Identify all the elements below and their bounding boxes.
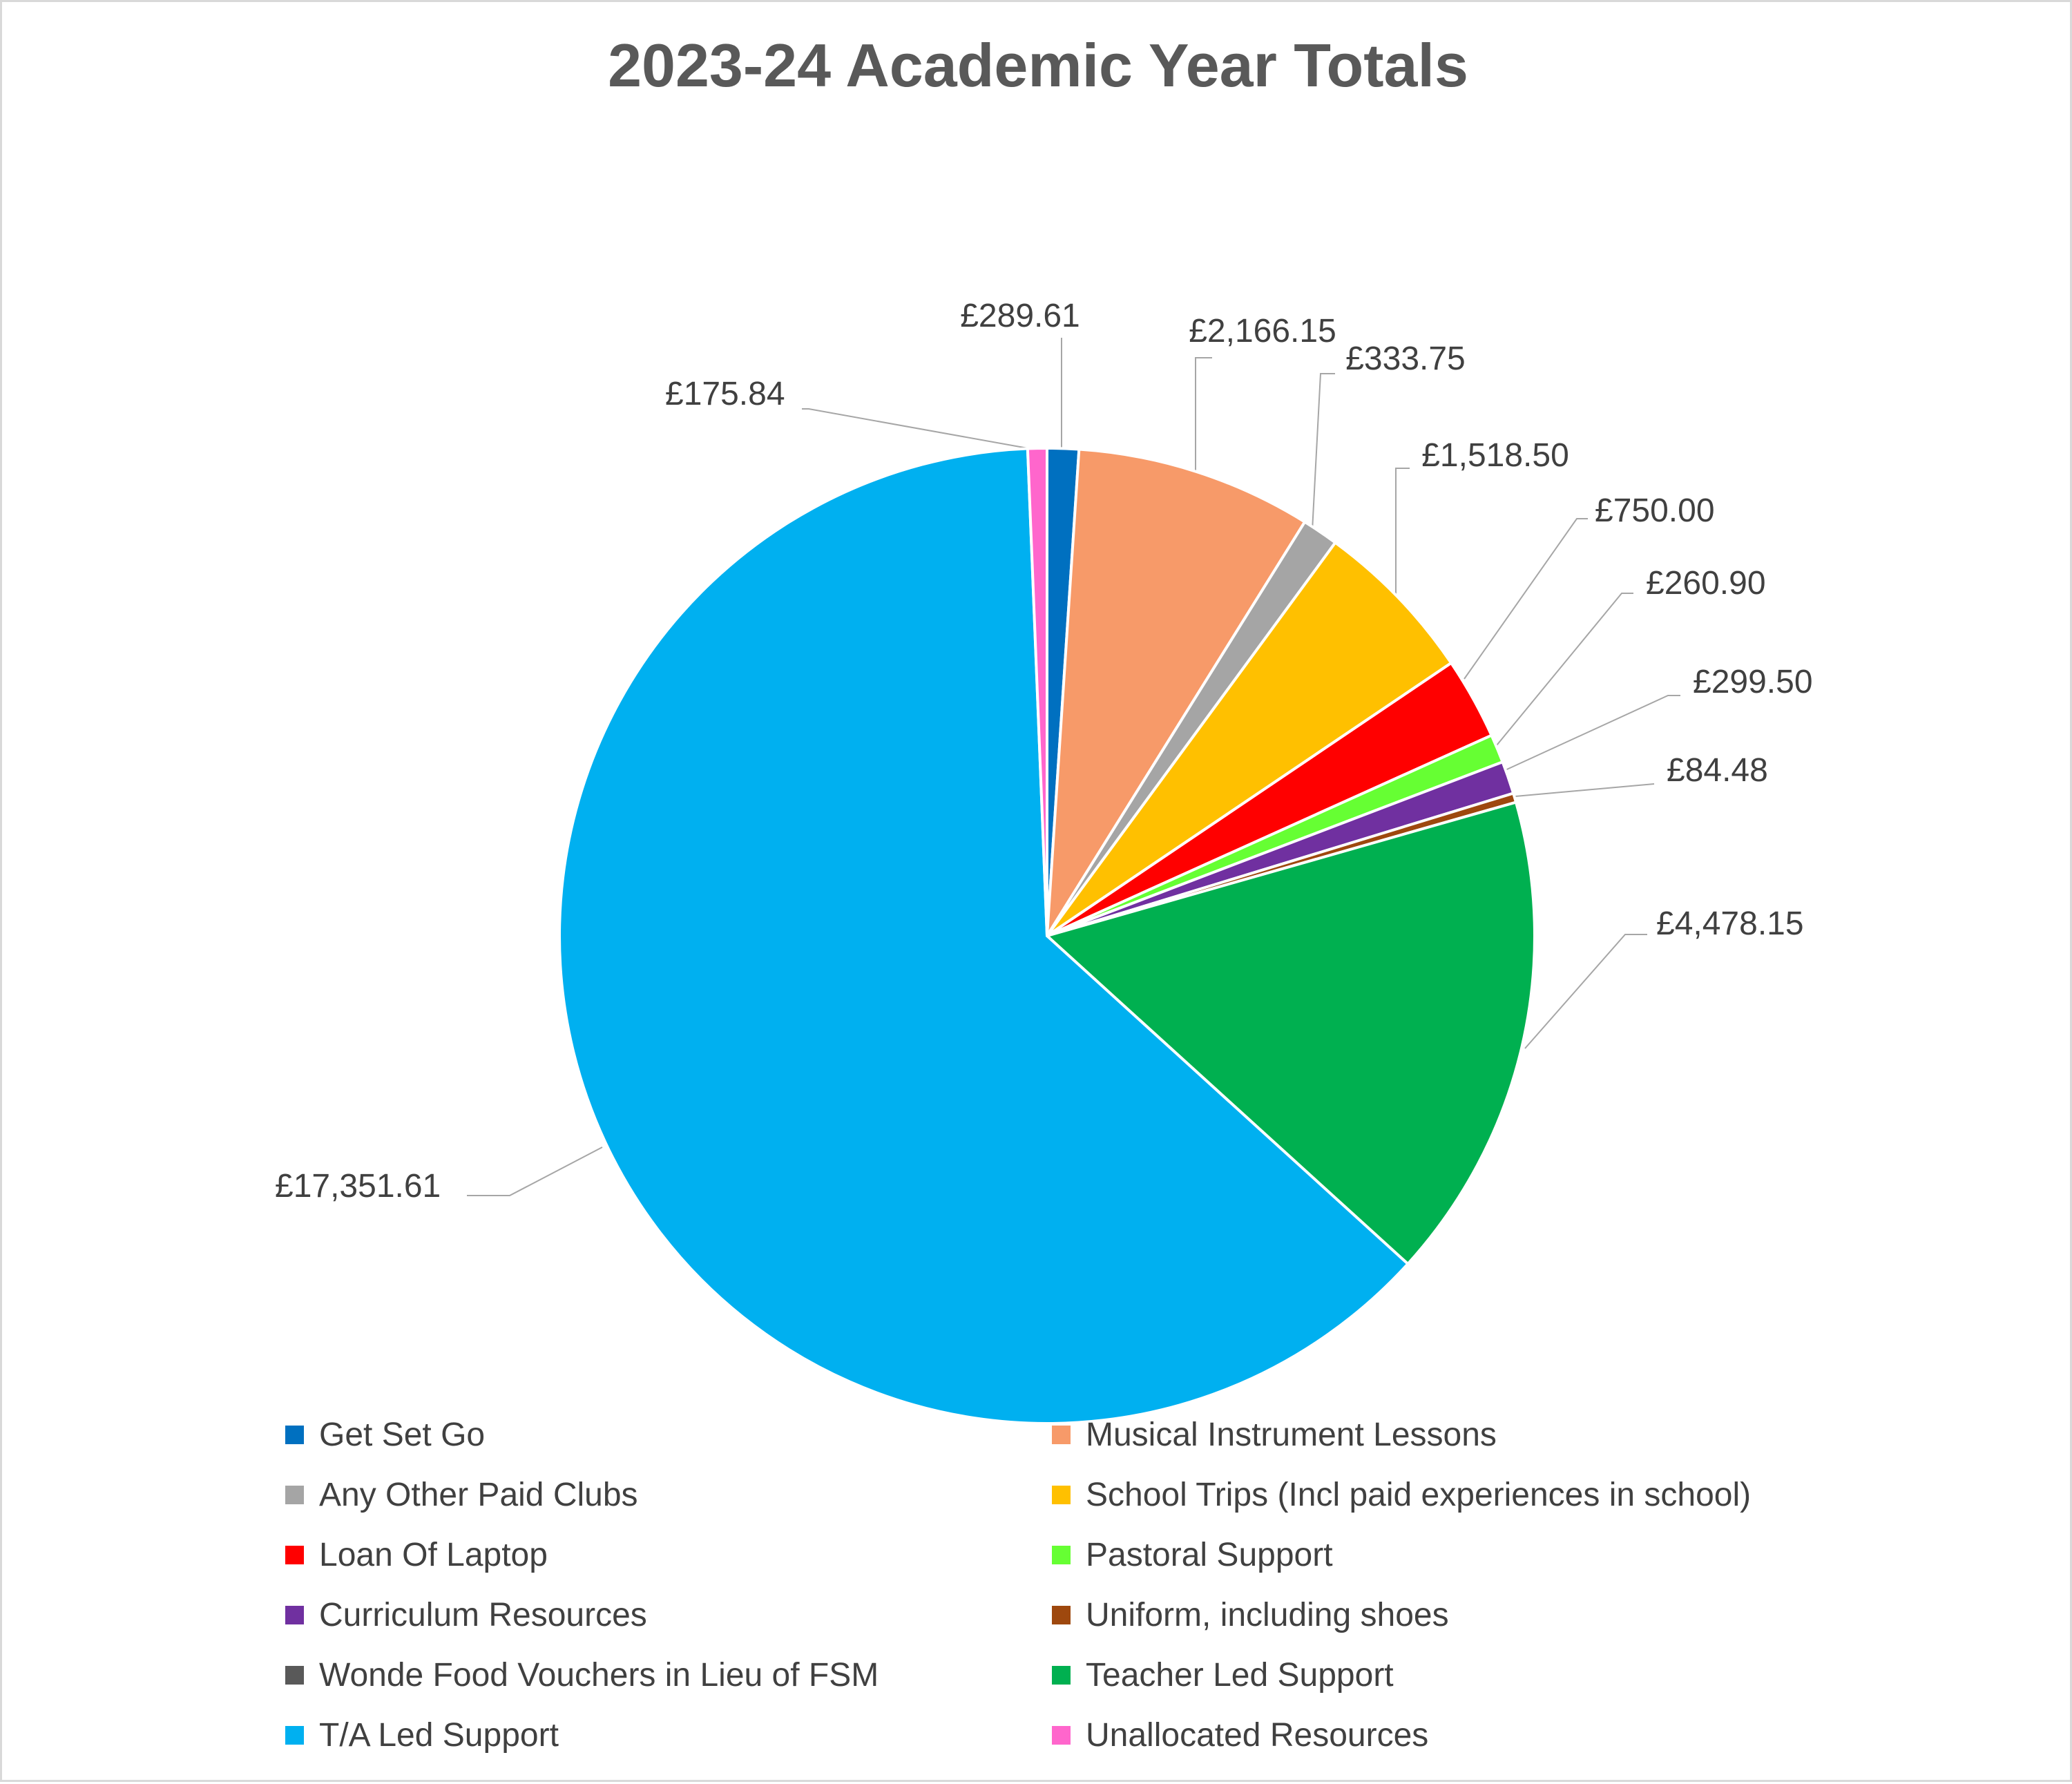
legend-swatch bbox=[285, 1546, 304, 1564]
pie-slices bbox=[558, 446, 1536, 1425]
data-label: £175.84 bbox=[665, 376, 785, 412]
legend-label: Pastoral Support bbox=[1086, 1537, 1333, 1573]
leader-line bbox=[467, 1147, 603, 1196]
legend-item: Wonde Food Vouchers in Lieu of FSM bbox=[285, 1655, 1052, 1696]
data-label: £2,166.15 bbox=[1189, 313, 1336, 349]
legend-item: Get Set Go bbox=[285, 1414, 1052, 1455]
legend-label: Curriculum Resources bbox=[319, 1597, 647, 1633]
data-label: £333.75 bbox=[1345, 341, 1466, 377]
data-label: £299.50 bbox=[1693, 664, 1813, 700]
legend-item: Musical Instrument Lessons bbox=[1052, 1414, 1874, 1455]
legend-swatch bbox=[1052, 1726, 1071, 1745]
data-label: £260.90 bbox=[1646, 565, 1766, 602]
legend-label: Any Other Paid Clubs bbox=[319, 1477, 638, 1513]
legend-label: Get Set Go bbox=[319, 1417, 486, 1453]
legend-label: Wonde Food Vouchers in Lieu of FSM bbox=[319, 1657, 879, 1694]
legend-label: Uniform, including shoes bbox=[1086, 1597, 1449, 1633]
leader-line bbox=[1395, 468, 1410, 602]
legend-swatch bbox=[285, 1426, 304, 1444]
leader-lines bbox=[467, 338, 1680, 1196]
legend-swatch bbox=[1052, 1606, 1071, 1624]
legend-label: School Trips (Incl paid experiences in s… bbox=[1086, 1477, 1752, 1513]
legend-label: Unallocated Resources bbox=[1086, 1717, 1429, 1754]
legend-swatch bbox=[1052, 1486, 1071, 1504]
legend-swatch bbox=[1052, 1546, 1071, 1564]
legend-swatch bbox=[285, 1606, 304, 1624]
legend-swatch bbox=[285, 1666, 304, 1685]
legend-item: Uniform, including shoes bbox=[1052, 1595, 1874, 1636]
legend: Get Set Go Musical Instrument Lessons Any … bbox=[285, 1414, 1874, 1756]
leader-line bbox=[1490, 593, 1633, 754]
pie-slice-school-trips-incl-paid-experiences-in-school bbox=[1046, 541, 1453, 937]
legend-swatch bbox=[1052, 1666, 1071, 1685]
chart-title: 2023-24 Academic Year Totals bbox=[608, 31, 1468, 99]
leader-line bbox=[802, 408, 1028, 449]
pie-slice-teacher-led-support bbox=[1046, 800, 1536, 1265]
legend-swatch bbox=[285, 1486, 304, 1504]
legend-label: Loan Of Laptop bbox=[319, 1537, 548, 1573]
data-labels: £289.61 £2,166.15£333.75 £1,518.50 £750.00 £… bbox=[275, 298, 1813, 1205]
legend-item: School Trips (Incl paid experiences in s… bbox=[1052, 1475, 1874, 1515]
legend-item: Teacher Led Support bbox=[1052, 1655, 1874, 1696]
legend-label: Teacher Led Support bbox=[1086, 1657, 1394, 1694]
data-label: £84.48 bbox=[1667, 752, 1768, 789]
leader-line bbox=[1500, 695, 1680, 773]
legend-item: Unallocated Resources bbox=[1052, 1715, 1874, 1756]
legend-label: T/A Led Support bbox=[319, 1717, 559, 1754]
pie-slice-t-a-led-support bbox=[558, 447, 1410, 1425]
legend-item: Loan Of Laptop bbox=[285, 1535, 1052, 1575]
pie-slice-unallocated-resources bbox=[1026, 446, 1048, 937]
data-label: £17,351.61 bbox=[275, 1168, 441, 1205]
leader-line bbox=[1195, 357, 1212, 472]
legend-item: Any Other Paid Clubs bbox=[285, 1475, 1052, 1515]
legend-item: Curriculum Resources bbox=[285, 1595, 1052, 1636]
data-label: £289.61 bbox=[960, 298, 1080, 334]
pie-slice-musical-instrument-lessons bbox=[1046, 448, 1307, 937]
legend-swatch bbox=[285, 1726, 304, 1745]
data-label: £750.00 bbox=[1595, 492, 1715, 529]
legend-label: Musical Instrument Lessons bbox=[1086, 1417, 1497, 1453]
data-label: £4,478.15 bbox=[1656, 905, 1804, 942]
data-label: £1,518.50 bbox=[1421, 437, 1569, 474]
leader-line bbox=[1464, 518, 1588, 680]
leader-line bbox=[1507, 783, 1655, 798]
leader-line bbox=[1524, 934, 1647, 1049]
leader-line bbox=[1312, 373, 1335, 531]
legend-item: Pastoral Support bbox=[1052, 1535, 1874, 1575]
legend-swatch bbox=[1052, 1426, 1071, 1444]
legend-item: T/A Led Support bbox=[285, 1715, 1052, 1756]
